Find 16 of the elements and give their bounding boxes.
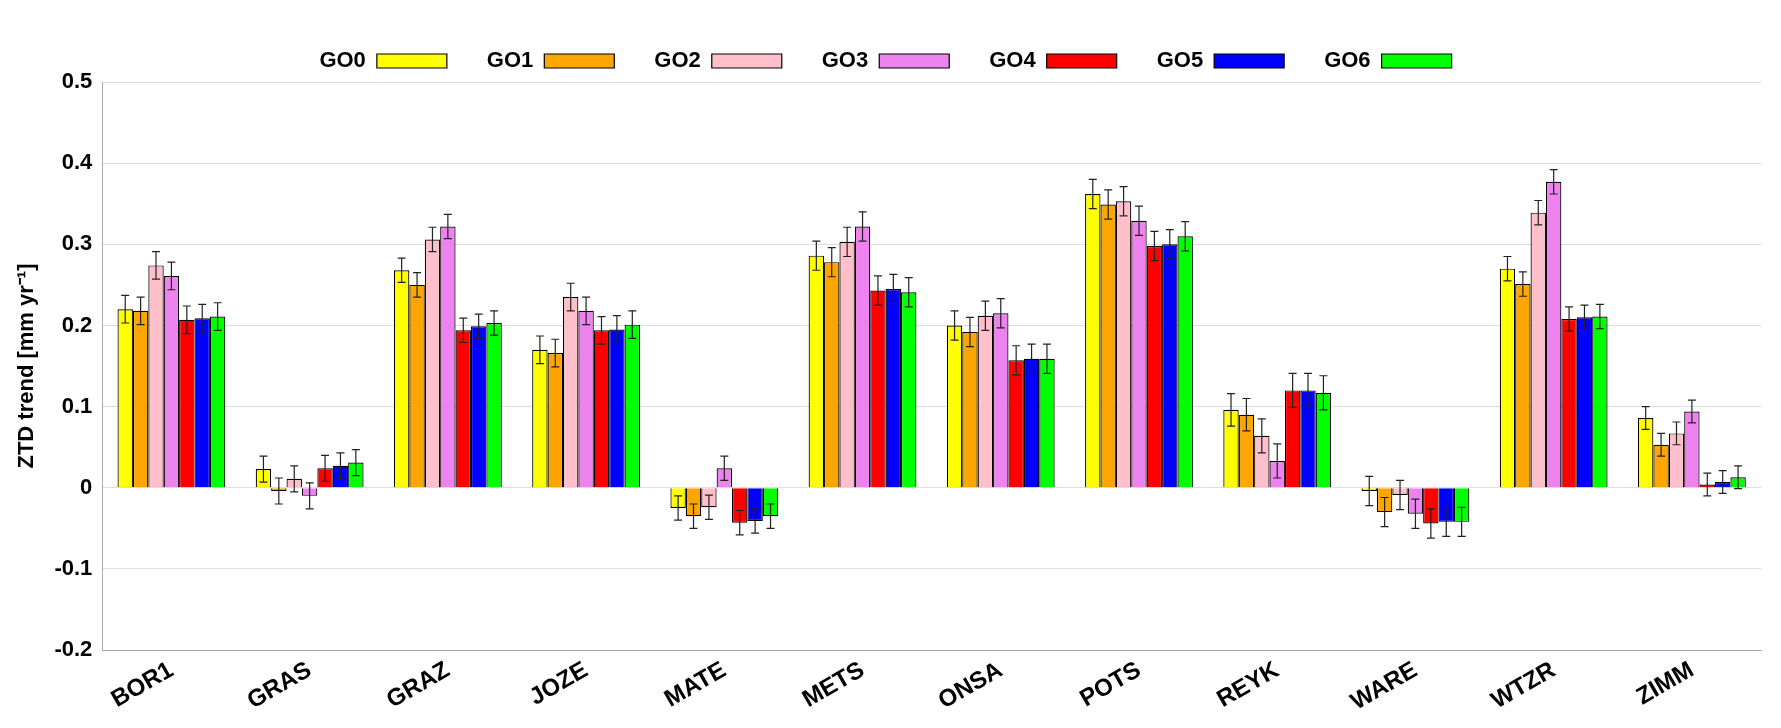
legend-label: GO6 [1324, 47, 1371, 73]
legend-label: GO1 [486, 47, 534, 73]
y-tick-label: 0.1 [61, 392, 93, 418]
y-tick-label: 0.5 [61, 68, 93, 94]
y-tick-label: 0.4 [61, 149, 94, 175]
legend-label: GO2 [654, 47, 701, 73]
y-tick-label: 0 [80, 473, 93, 499]
y-tick-label: -0.1 [54, 554, 93, 580]
legend-label: GO3 [821, 47, 869, 73]
legend-label: GO5 [1156, 47, 1204, 73]
y-tick-label: 0.3 [61, 230, 93, 256]
y-tick-label: 0.2 [61, 311, 93, 337]
y-tick-label: -0.2 [54, 636, 93, 662]
y-axis-title: ZTD trend [mm yr⁻¹] [13, 263, 39, 469]
legend-label: GO4 [989, 47, 1037, 73]
legend-label: GO0 [319, 47, 366, 73]
